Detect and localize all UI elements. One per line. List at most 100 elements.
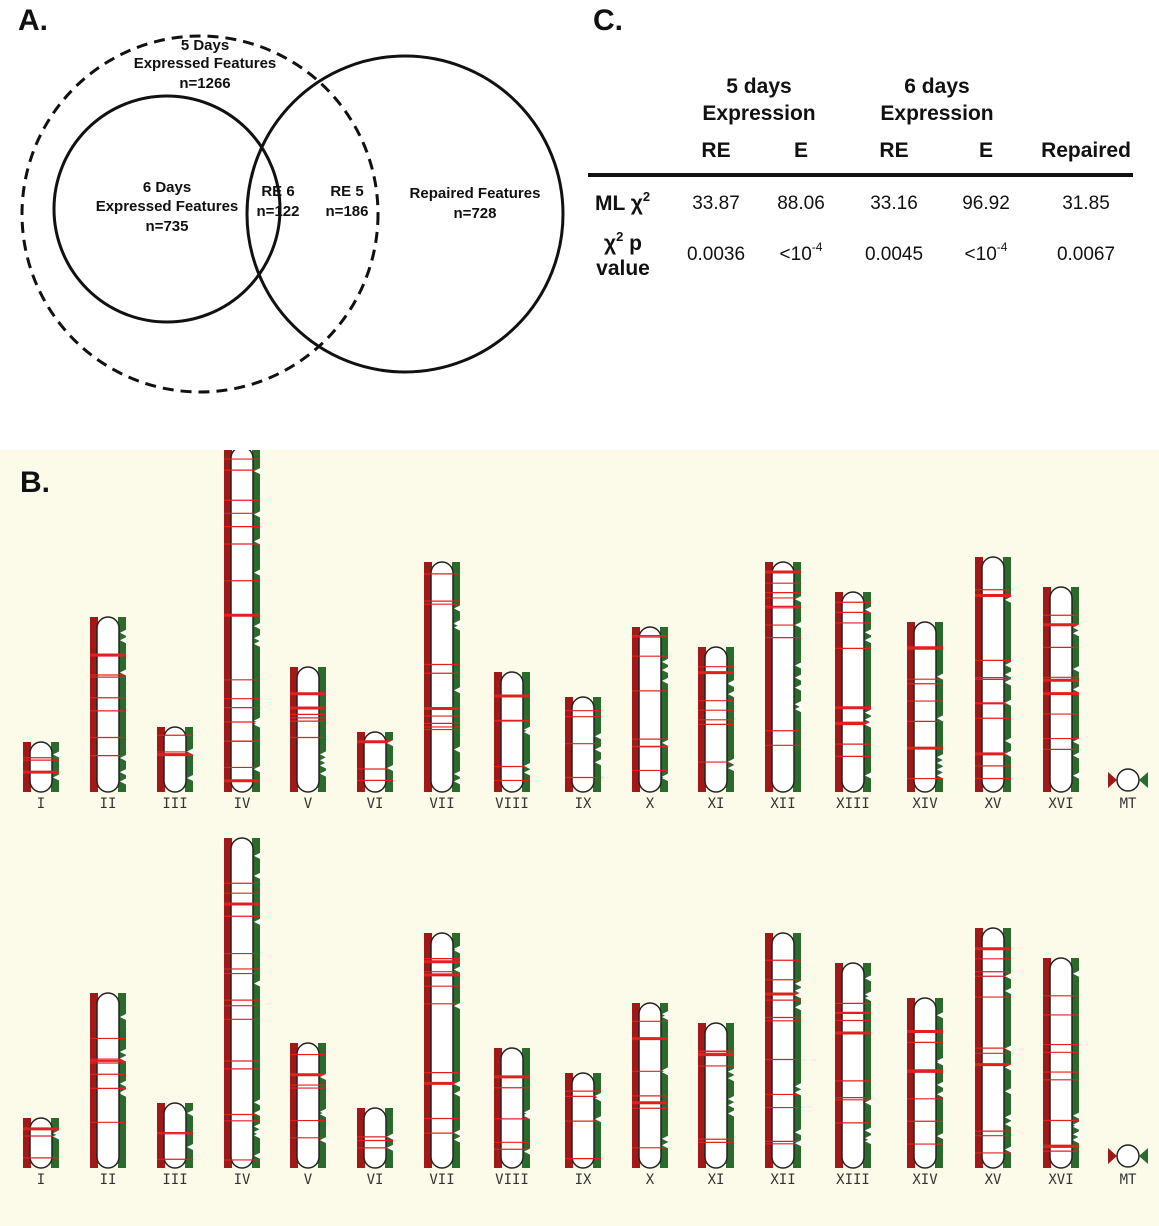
col-header-2: E <box>794 139 808 162</box>
chromosome-xv-bottom: XV <box>975 927 1011 1188</box>
chromosome-label-vi-top: VI <box>367 796 384 812</box>
chromosome-xiii-bottom: XIII <box>835 962 871 1188</box>
chromosome-viii-bottom: VIII <box>494 1047 530 1188</box>
chromosome-label-v-top: V <box>304 796 313 812</box>
chromosome-vii-top: VII <box>424 561 460 812</box>
row2-label-line2: value <box>596 257 650 280</box>
set-5days-line3: n=1266 <box>179 75 230 92</box>
chromosome-label-ii-bottom: II <box>100 1172 117 1188</box>
chromosome-label-x-top: X <box>646 796 655 812</box>
chromosome-label-x-bottom: X <box>646 1172 655 1188</box>
chromosome-label-v-bottom: V <box>304 1172 313 1188</box>
chromosome-label-xii-bottom: XII <box>770 1172 795 1188</box>
row1-val-5: 31.85 <box>1062 193 1110 214</box>
row2-label-line1: χ2 p <box>604 229 642 255</box>
chromosome-label-xiv-top: XIV <box>912 796 938 812</box>
chromosome-xiv-top: XIV <box>907 621 943 812</box>
chromosome-iii-top: III <box>157 726 193 812</box>
venn-circle-5days <box>20 34 380 394</box>
row1-val-1: 33.87 <box>692 193 740 214</box>
chromosome-xvi-bottom: XVI <box>1043 957 1079 1188</box>
chromosome-label-viii-bottom: VIII <box>495 1172 529 1188</box>
col-header-4: E <box>979 139 993 162</box>
set-repaired-line2: n=728 <box>454 205 497 222</box>
chromosome-label-vi-bottom: VI <box>367 1172 384 1188</box>
row2-val-5: 0.0067 <box>1057 244 1115 265</box>
chromosome-viii-top: VIII <box>494 671 530 812</box>
group-header-5days-line2: Expression <box>702 102 815 125</box>
row2-val-2-sup: -4 <box>812 240 823 254</box>
chromosome-label-vii-bottom: VII <box>429 1172 454 1188</box>
set-6days-line1: 6 Days <box>143 179 191 196</box>
panel-b-karyogram: B. I II III IV V VI VII VIII IX X XI XII XIII XIV XV XV… <box>0 450 1159 1226</box>
chromosome-label-ix-bottom: IX <box>575 1172 592 1188</box>
set-repaired-line1: Repaired Features <box>410 185 541 202</box>
region-re5-line1: RE 5 <box>330 183 363 200</box>
venn-circle-6days <box>52 94 282 324</box>
chromosome-label-ii-top: II <box>100 796 117 812</box>
chromosome-i-top: I <box>23 741 59 812</box>
chromosome-vi-bottom: VI <box>357 1107 393 1188</box>
chromosome-label-ix-top: IX <box>575 796 592 812</box>
chromosome-ix-bottom: IX <box>565 1072 601 1188</box>
region-re6-line1: RE 6 <box>261 183 294 200</box>
set-5days-line1: 5 Days <box>181 37 229 54</box>
venn-diagram: 5 Days Expressed Features n=1266 6 Days … <box>20 34 565 394</box>
row2-val-4: <10-4 <box>965 240 1008 265</box>
chromosome-ii-top: II <box>90 616 126 812</box>
row2-val-3: 0.0045 <box>865 244 923 265</box>
chromosome-label-mt-bottom: MT <box>1120 1172 1137 1188</box>
chromosome-label-iii-top: III <box>162 796 187 812</box>
row1-label-sup: 2 <box>643 189 650 204</box>
chromosome-iii-bottom: III <box>157 1102 193 1188</box>
chromosome-x-top: X <box>632 626 668 812</box>
set-6days-line3: n=735 <box>146 218 189 235</box>
col-header-1: RE <box>701 139 730 162</box>
chromosome-ix-top: IX <box>565 696 601 812</box>
chromosome-iv-top: IV <box>224 450 260 812</box>
chromosome-xiii-top: XIII <box>835 591 871 812</box>
row2-val-1: 0.0036 <box>687 244 745 265</box>
chromosome-xiv-bottom: XIV <box>907 997 943 1188</box>
col-header-3: RE <box>879 139 908 162</box>
chromosome-xii-top: XII <box>765 561 801 812</box>
region-re5-line2: n=186 <box>326 203 369 220</box>
chromosome-xi-top: XI <box>698 646 734 812</box>
chromosome-label-iv-bottom: IV <box>234 1172 251 1188</box>
chromosome-mt-top: MT <box>1108 768 1148 812</box>
chromosome-label-xvi-top: XVI <box>1048 796 1073 812</box>
chromosome-v-top: V <box>290 666 326 812</box>
venn-circle-repaired <box>245 54 565 374</box>
row1-val-2: 88.06 <box>777 193 825 214</box>
chromosome-label-xiii-top: XIII <box>836 796 870 812</box>
chromosome-v-bottom: V <box>290 1042 326 1188</box>
chromosome-label-xiv-bottom: XIV <box>912 1172 938 1188</box>
karyogram-svg: I II III IV V VI VII VIII IX X XI XII XIII XIV XV XVI MT… <box>23 450 1148 1188</box>
chromosome-xvi-top: XVI <box>1043 586 1079 812</box>
group-header-6days-line1: 6 days <box>904 75 969 98</box>
chromosome-xii-bottom: XII <box>765 932 801 1188</box>
row2-label-sup: 2 <box>616 229 623 244</box>
chromosome-label-i-top: I <box>37 796 45 812</box>
group-header-5days-line1: 5 days <box>726 75 791 98</box>
panel-a-label: A. <box>18 4 48 37</box>
region-re6-line2: n=122 <box>257 203 300 220</box>
panel-b-label: B. <box>20 466 50 499</box>
statistics-table: 5 days Expression 6 days Expression RE E… <box>588 75 1133 280</box>
chromosome-label-xi-bottom: XI <box>708 1172 725 1188</box>
chromosome-label-iii-bottom: III <box>162 1172 187 1188</box>
col-header-5: Repaired <box>1041 139 1131 162</box>
chromosome-label-xv-bottom: XV <box>985 1172 1002 1188</box>
chromosome-label-xii-top: XII <box>770 796 795 812</box>
chromosome-label-mt-top: MT <box>1120 796 1137 812</box>
chromosome-label-xv-top: XV <box>985 796 1002 812</box>
row2-val-2: <10-4 <box>780 240 823 265</box>
chromosome-mt-bottom: MT <box>1108 1144 1148 1188</box>
chromosome-label-xiii-bottom: XIII <box>836 1172 870 1188</box>
set-6days-line2: Expressed Features <box>96 198 239 215</box>
chromosome-label-iv-top: IV <box>234 796 251 812</box>
row1-val-3: 33.16 <box>870 193 918 214</box>
chromosome-ii-bottom: II <box>90 992 126 1188</box>
chromosome-xv-top: XV <box>975 556 1011 812</box>
chromosome-label-viii-top: VIII <box>495 796 529 812</box>
